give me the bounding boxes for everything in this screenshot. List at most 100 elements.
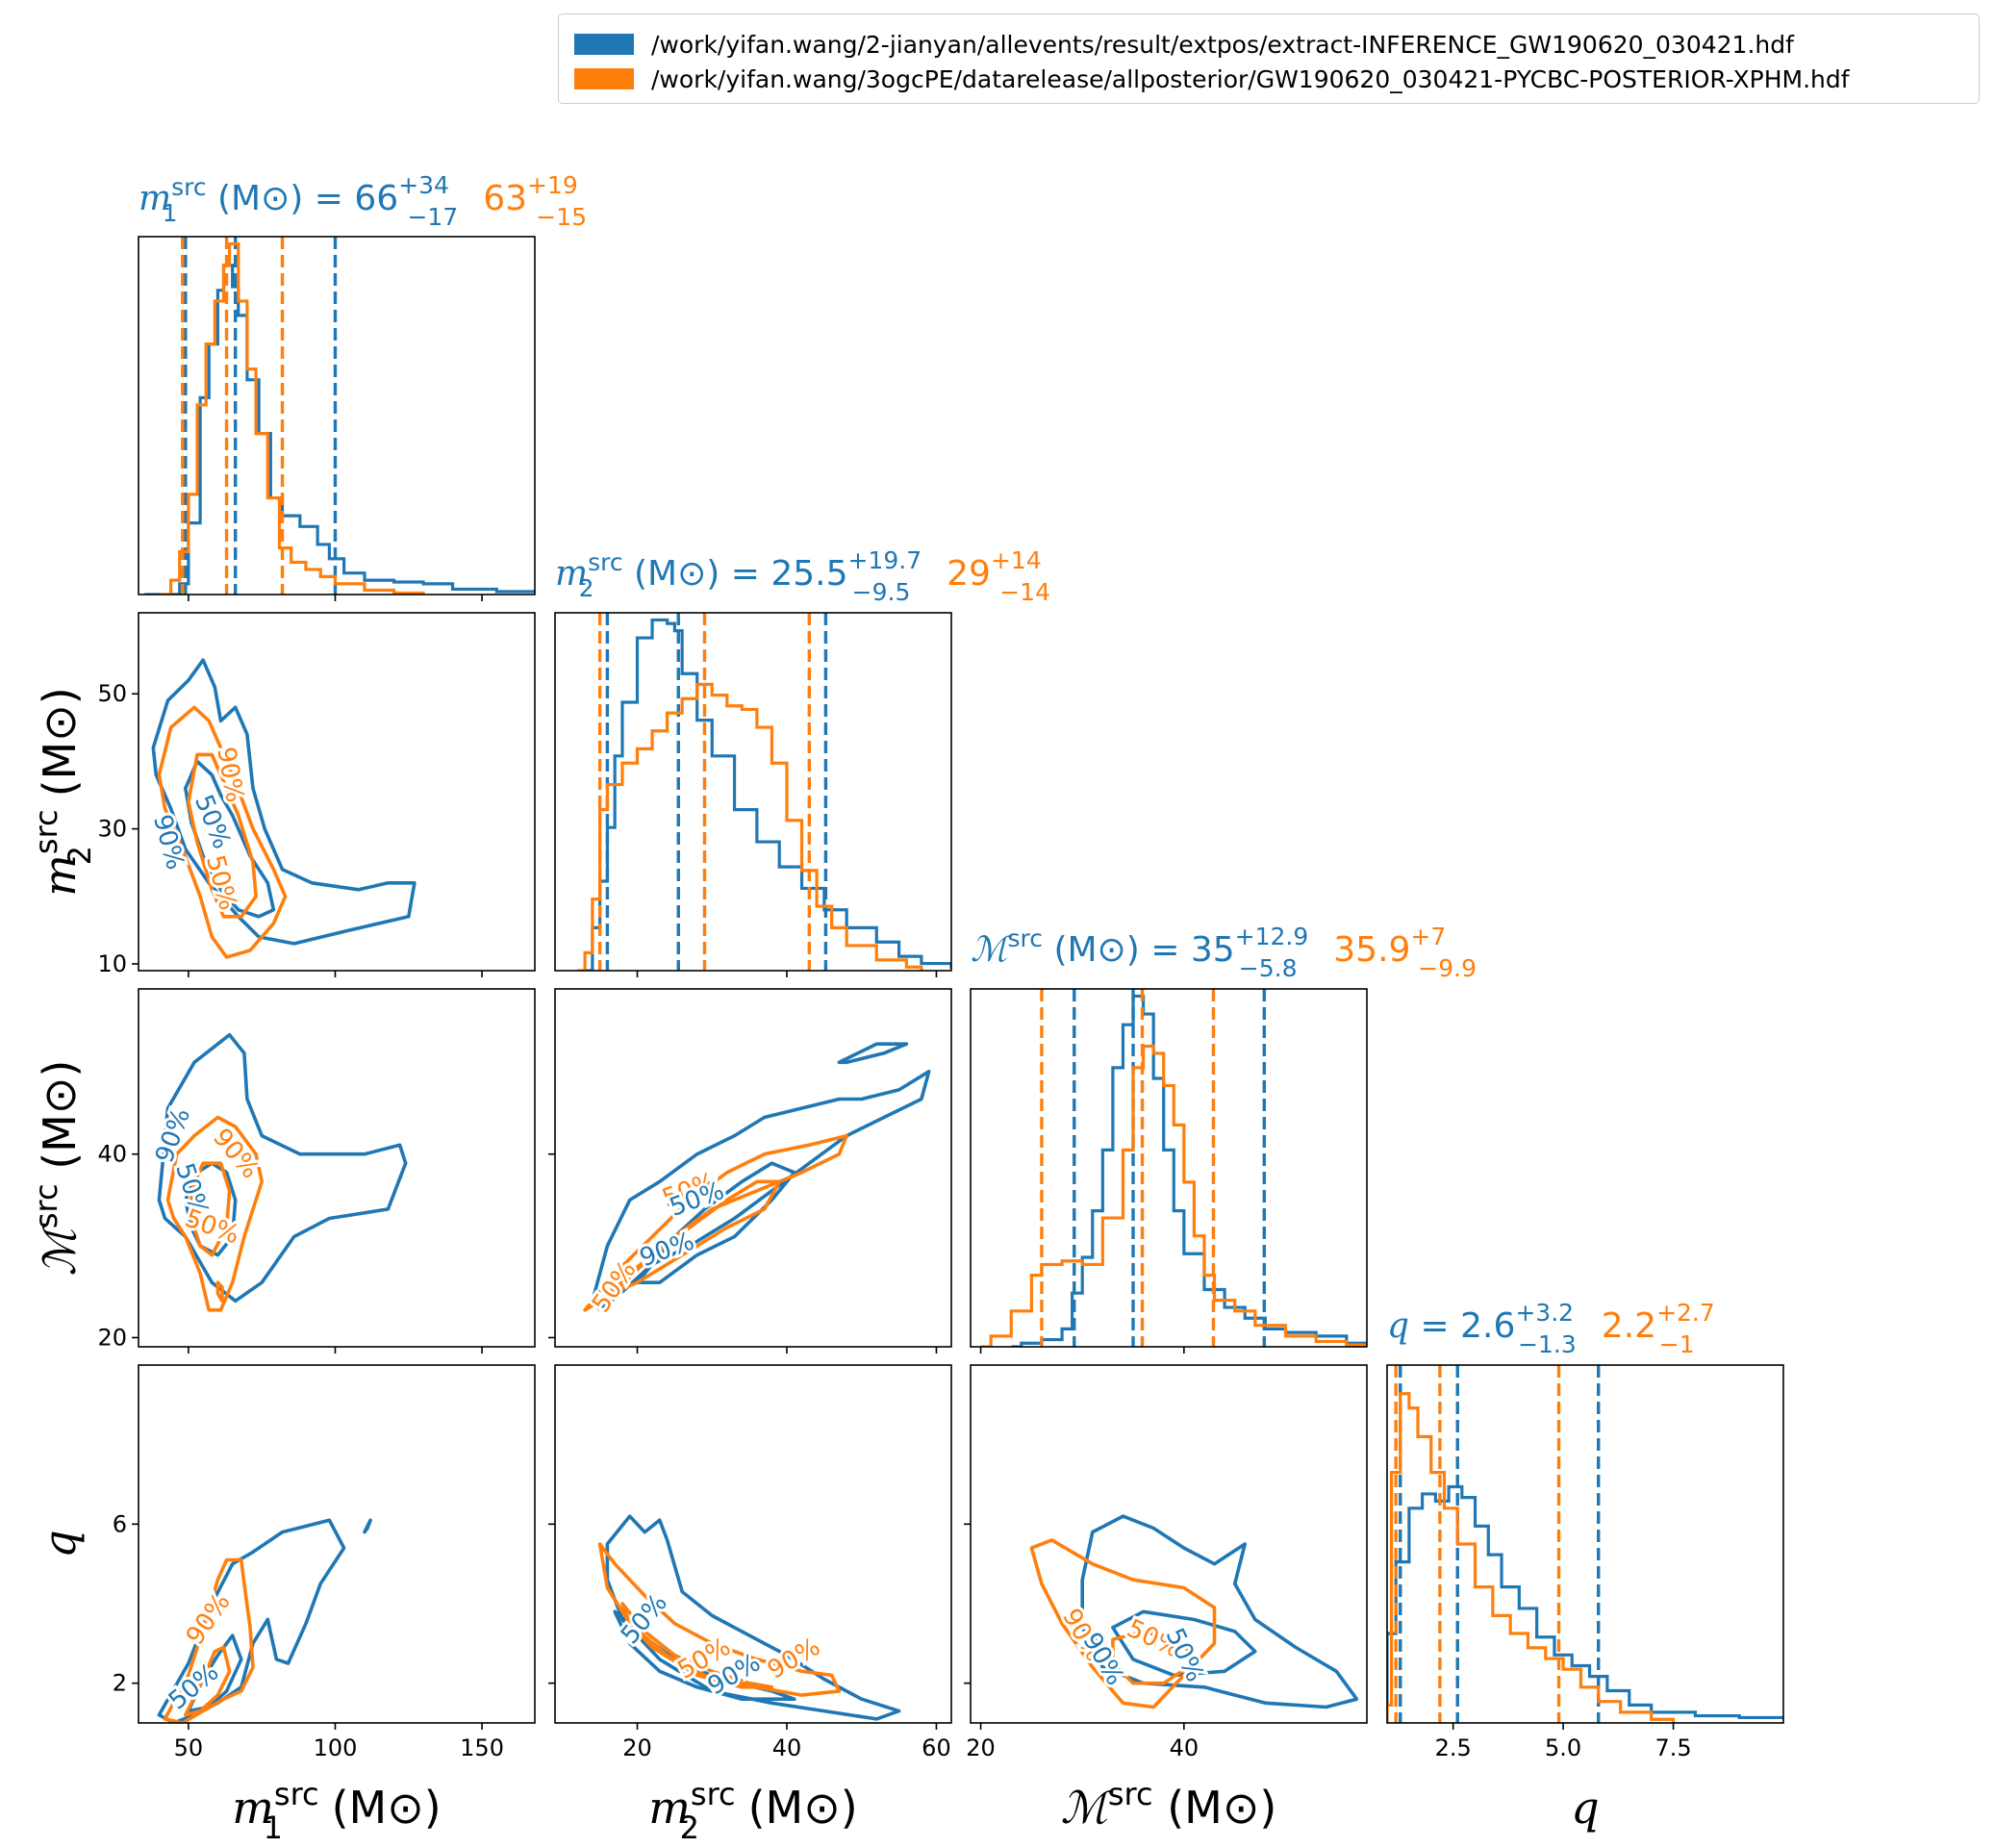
x-tick-label: 40 — [772, 1734, 802, 1761]
contour-label-orange-3: 50% — [200, 852, 242, 914]
x-tick-label: 2.5 — [1435, 1734, 1472, 1761]
title-gap — [623, 554, 634, 594]
contour-blue-island-1 — [837, 1042, 909, 1065]
x-tick-label: 20 — [622, 1734, 652, 1761]
y-axis-sup: src — [28, 809, 64, 854]
legend-entry-blue: /work/yifan.wang/2-jianyan/allevents/res… — [574, 28, 1794, 61]
x-tick-label: 100 — [314, 1734, 358, 1761]
title-orange-plus: +7 — [1410, 923, 1446, 950]
histogram-blue — [585, 618, 951, 971]
title-unit: (M⊙) — [217, 179, 315, 218]
y-axis-sup: src — [28, 1183, 64, 1228]
title-value: = 35 — [1150, 930, 1234, 970]
y-tick-label: 20 — [97, 1324, 127, 1351]
x-axis-gap — [734, 1782, 748, 1834]
contour-blue-50%-1 — [184, 759, 276, 919]
y-axis-label: msrc2 (M⊙) — [28, 687, 98, 896]
title-value: = 25.5 — [731, 554, 848, 594]
title-plus: +34 — [398, 171, 449, 199]
x-axis-symbol: q — [1571, 1782, 1599, 1834]
y-tick-label: 2 — [113, 1670, 127, 1697]
y-tick-label: 40 — [97, 1141, 127, 1168]
x-axis-unit: (M⊙) — [748, 1782, 858, 1834]
panel-content — [151, 658, 417, 959]
x-axis-gap — [1153, 1782, 1168, 1834]
panel-content — [1029, 1514, 1359, 1709]
contour-label-orange-3: 90% — [763, 1633, 825, 1685]
title-q: q = 2.6+3.2 −1.3 2.2+2.7 −1 — [1387, 1299, 1715, 1358]
title-plus: +12.9 — [1235, 923, 1309, 950]
contour-orange-50%-1 — [1111, 1630, 1197, 1685]
y-tick-label: 6 — [113, 1510, 127, 1537]
title-orange-value: 35.9 — [1333, 930, 1410, 970]
contour-orange-50%-1 — [184, 1645, 232, 1717]
x-tick-label: 50 — [174, 1734, 204, 1761]
panel-frame — [970, 1364, 1368, 1724]
title-value: = 66 — [315, 179, 398, 218]
contour-orange-50%-1 — [613, 1179, 782, 1294]
title-plus: +3.2 — [1515, 1299, 1574, 1327]
panel-frame — [970, 988, 1368, 1348]
y-axis-symbol: q — [34, 1530, 86, 1557]
title-orange-minus: −15 — [536, 203, 587, 231]
panel-frame — [138, 1364, 536, 1724]
title-m1-blue: msrc 1 (M⊙) = 66+34 −17 — [139, 171, 458, 231]
y-axis-label-q: q — [34, 1530, 86, 1557]
contour-label-blue-0: 90% — [150, 1104, 196, 1167]
contour-blue-50%-2 — [635, 1161, 796, 1284]
y-axis-unit: (M⊙) — [34, 1060, 86, 1170]
title-symbol: m — [139, 179, 171, 218]
title-gap — [207, 179, 217, 218]
title-value: = 2.6 — [1409, 1306, 1515, 1346]
panel-content — [577, 613, 951, 971]
y-axis-label: ℳsrc (M⊙) — [28, 1060, 86, 1277]
x-tick-label: 60 — [922, 1734, 951, 1761]
panel-content — [583, 1042, 931, 1312]
panel-frame — [138, 988, 536, 1348]
contour-orange-90%-0 — [597, 1542, 842, 1697]
title-sup: src — [588, 548, 623, 576]
contour-blue-50%-1 — [1111, 1609, 1257, 1678]
y-axis-gap — [34, 1170, 86, 1184]
panel-content — [157, 1032, 408, 1312]
x-axis-symbol: ℳ — [1061, 1782, 1114, 1834]
title-symbol: ℳ — [971, 930, 1012, 970]
y-axis-label: q — [34, 1530, 86, 1557]
y-axis-gap — [34, 797, 86, 811]
y-axis-symbol: ℳ — [34, 1223, 86, 1276]
y-axis-symbol: m — [34, 854, 86, 897]
contour-blue-90%-0 — [605, 1514, 901, 1721]
panel-frame — [138, 612, 536, 972]
title-mchirp-blue: ℳsrc (M⊙) = 35+12.9 −5.8 — [971, 923, 1308, 982]
x-tick-label: 40 — [1170, 1734, 1200, 1761]
x-axis-unit: (M⊙) — [332, 1782, 442, 1834]
title-m2: msrc 2 (M⊙) = 25.5+19.7 −9.5 29+14 −14 — [555, 546, 1050, 606]
title-sup: src — [171, 173, 207, 201]
title-symbol: q — [1387, 1306, 1409, 1346]
panel-3-1: 50%50%90%90%20 40 60 — [548, 1364, 952, 1761]
x-tick-label: 150 — [460, 1734, 504, 1761]
panel-0-0 — [138, 236, 536, 601]
x-tick-label: 20 — [966, 1734, 996, 1761]
legend-label-orange: /work/yifan.wang/3ogcPE/datarelease/allp… — [651, 64, 1850, 93]
panel-1-1 — [554, 612, 952, 977]
contour-orange-50%-1 — [187, 752, 258, 919]
panel-frame — [554, 1364, 952, 1724]
panel-content — [1387, 1365, 1783, 1723]
panel-frame — [138, 236, 536, 595]
x-axis-sub: 2 — [680, 1810, 699, 1846]
title-plus: +19.7 — [848, 546, 922, 574]
legend-swatch-blue — [574, 34, 634, 55]
panel-3-3: 2.5 5.0 7.5 — [1386, 1364, 1784, 1761]
histogram-blue — [1011, 994, 1367, 1347]
title-orange-minus: −9.9 — [1418, 954, 1477, 982]
y-axis-sub: 2 — [62, 846, 98, 865]
title-orange-plus: +2.7 — [1656, 1299, 1715, 1327]
y-axis-unit: (M⊙) — [34, 687, 86, 797]
panel-content — [157, 1518, 372, 1723]
legend-swatch-orange — [574, 68, 634, 89]
title-mchirp: ℳsrc (M⊙) = 35+12.9 −5.8 35.9+7 −9.9 — [971, 923, 1477, 982]
